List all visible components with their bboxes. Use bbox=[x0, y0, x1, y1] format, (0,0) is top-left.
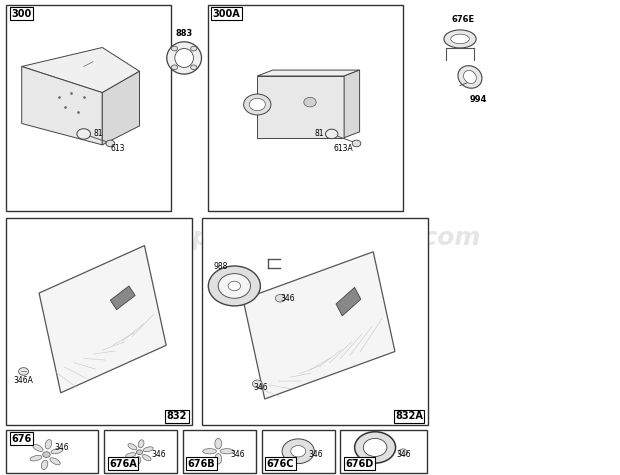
Circle shape bbox=[191, 65, 197, 70]
Text: 346: 346 bbox=[55, 443, 69, 452]
Polygon shape bbox=[257, 70, 360, 76]
Circle shape bbox=[191, 46, 197, 51]
Ellipse shape bbox=[215, 454, 222, 464]
Ellipse shape bbox=[142, 455, 151, 461]
Text: 676B: 676B bbox=[188, 459, 216, 469]
Circle shape bbox=[136, 450, 143, 455]
Text: 676A: 676A bbox=[109, 459, 137, 469]
Polygon shape bbox=[243, 252, 395, 399]
Polygon shape bbox=[22, 66, 102, 145]
Bar bbox=[183, 430, 256, 473]
Ellipse shape bbox=[33, 444, 43, 451]
Ellipse shape bbox=[143, 447, 153, 452]
Circle shape bbox=[252, 380, 262, 388]
Text: eReplacementParts.com: eReplacementParts.com bbox=[140, 226, 480, 249]
Ellipse shape bbox=[464, 70, 476, 84]
Circle shape bbox=[218, 274, 250, 298]
Ellipse shape bbox=[42, 460, 48, 470]
Polygon shape bbox=[39, 246, 166, 393]
Bar bbox=[6, 430, 98, 473]
Circle shape bbox=[291, 446, 306, 457]
Circle shape bbox=[399, 449, 407, 456]
Ellipse shape bbox=[167, 42, 202, 74]
Text: 81: 81 bbox=[315, 130, 324, 138]
Circle shape bbox=[106, 140, 115, 147]
Polygon shape bbox=[257, 76, 344, 138]
Ellipse shape bbox=[203, 448, 216, 454]
Circle shape bbox=[355, 432, 396, 463]
Text: 346: 346 bbox=[397, 450, 412, 459]
Text: 676C: 676C bbox=[267, 459, 294, 469]
Text: 676D: 676D bbox=[345, 459, 374, 469]
Circle shape bbox=[363, 438, 387, 456]
Circle shape bbox=[275, 294, 285, 302]
Polygon shape bbox=[344, 70, 360, 138]
Circle shape bbox=[352, 140, 361, 147]
Ellipse shape bbox=[135, 456, 141, 465]
Text: 346: 346 bbox=[231, 450, 246, 459]
Ellipse shape bbox=[451, 34, 469, 44]
Circle shape bbox=[77, 129, 91, 139]
Bar bbox=[6, 218, 192, 425]
Ellipse shape bbox=[444, 30, 476, 48]
Text: 300A: 300A bbox=[213, 9, 241, 19]
Circle shape bbox=[228, 281, 241, 291]
Text: 346A: 346A bbox=[14, 377, 33, 385]
Polygon shape bbox=[336, 287, 361, 316]
Circle shape bbox=[43, 452, 50, 457]
Text: 676: 676 bbox=[11, 434, 32, 444]
Text: 613: 613 bbox=[110, 144, 125, 152]
Text: 346: 346 bbox=[280, 294, 295, 303]
Ellipse shape bbox=[126, 453, 136, 457]
Text: 832A: 832A bbox=[395, 411, 423, 421]
Polygon shape bbox=[22, 48, 140, 93]
Ellipse shape bbox=[50, 458, 60, 465]
Text: 346: 346 bbox=[152, 450, 167, 459]
Circle shape bbox=[244, 94, 271, 115]
Polygon shape bbox=[102, 71, 140, 145]
Text: 346: 346 bbox=[309, 450, 324, 459]
Text: 883: 883 bbox=[175, 29, 193, 38]
Ellipse shape bbox=[138, 440, 144, 448]
Ellipse shape bbox=[128, 444, 137, 450]
Circle shape bbox=[19, 368, 29, 375]
Ellipse shape bbox=[30, 456, 42, 461]
Ellipse shape bbox=[175, 48, 193, 67]
Ellipse shape bbox=[220, 448, 234, 454]
Ellipse shape bbox=[215, 438, 222, 449]
Circle shape bbox=[282, 439, 314, 464]
Bar bbox=[340, 430, 427, 473]
Text: 613A: 613A bbox=[334, 144, 353, 152]
Text: 994: 994 bbox=[470, 95, 487, 104]
Text: 832: 832 bbox=[167, 411, 187, 421]
Bar bbox=[208, 5, 403, 211]
Ellipse shape bbox=[51, 448, 63, 454]
Circle shape bbox=[326, 129, 338, 139]
Ellipse shape bbox=[458, 66, 482, 88]
Bar bbox=[6, 5, 170, 211]
Text: 81: 81 bbox=[93, 130, 102, 138]
Circle shape bbox=[304, 97, 316, 107]
Ellipse shape bbox=[45, 439, 51, 449]
Bar bbox=[202, 218, 428, 425]
Circle shape bbox=[249, 98, 265, 111]
Text: 300: 300 bbox=[11, 9, 32, 19]
Circle shape bbox=[208, 266, 260, 306]
Circle shape bbox=[171, 46, 177, 51]
Text: 676E: 676E bbox=[451, 15, 474, 23]
Bar bbox=[262, 430, 335, 473]
Text: 346: 346 bbox=[253, 383, 268, 391]
Bar bbox=[104, 430, 177, 473]
Text: 988: 988 bbox=[214, 263, 228, 271]
Circle shape bbox=[171, 65, 177, 70]
Polygon shape bbox=[110, 286, 135, 310]
